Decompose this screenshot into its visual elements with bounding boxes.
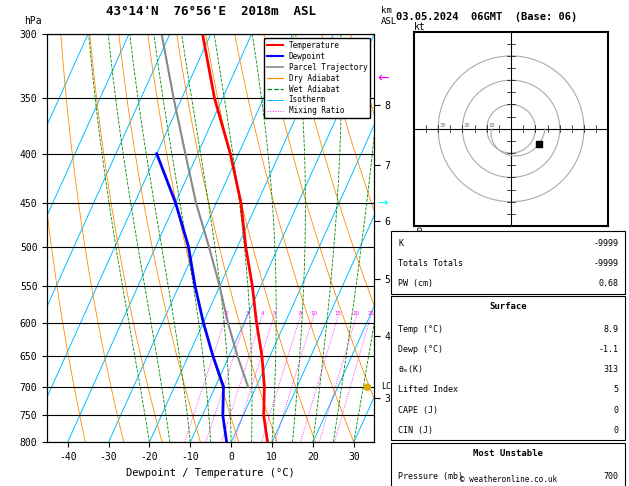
Text: 4: 4 [260,311,264,315]
Text: PW (cm): PW (cm) [398,279,433,288]
Text: 3: 3 [245,311,248,315]
Text: © weatheronline.co.uk: © weatheronline.co.uk [460,474,557,484]
Text: Pressure (mb): Pressure (mb) [398,471,463,481]
Text: 10: 10 [310,311,317,315]
Bar [391,443,625,486]
Text: 8.9: 8.9 [603,325,618,334]
Text: hPa: hPa [25,16,42,26]
Text: 03.05.2024  06GMT  (Base: 06): 03.05.2024 06GMT (Base: 06) [396,12,577,22]
Text: kt: kt [414,21,426,32]
Text: 20: 20 [464,122,470,128]
Text: Dewp (°C): Dewp (°C) [398,345,443,354]
Bar [391,296,625,440]
Text: θₑ(K): θₑ(K) [398,365,423,374]
Bar [391,231,625,294]
Text: ●: ● [362,382,371,392]
Text: 30: 30 [440,122,446,128]
Text: -9999: -9999 [593,239,618,248]
Text: 8: 8 [299,311,303,315]
Text: 5: 5 [272,311,276,315]
Text: 0: 0 [613,426,618,434]
Text: 25: 25 [367,311,374,315]
Text: LCL: LCL [381,382,396,391]
Text: 15: 15 [335,311,342,315]
Text: ←: ← [377,72,389,86]
Text: km
ASL: km ASL [381,6,397,26]
Text: 0: 0 [613,405,618,415]
Text: -1.1: -1.1 [598,345,618,354]
Text: Lifted Index: Lifted Index [398,385,459,394]
Text: CAPE (J): CAPE (J) [398,405,438,415]
Text: 5: 5 [613,385,618,394]
Text: 10: 10 [488,122,494,128]
Text: 2: 2 [225,311,228,315]
Text: 313: 313 [603,365,618,374]
Text: Mixing Ratio (g/kg): Mixing Ratio (g/kg) [416,191,425,286]
Text: 43°14'N  76°56'E  2018m  ASL: 43°14'N 76°56'E 2018m ASL [106,5,316,17]
Text: K: K [398,239,403,248]
Text: 0.68: 0.68 [598,279,618,288]
Text: Surface: Surface [489,302,527,312]
Text: CIN (J): CIN (J) [398,426,433,434]
Text: →: → [377,196,388,209]
Text: 20: 20 [353,311,360,315]
Text: Temp (°C): Temp (°C) [398,325,443,334]
Text: -9999: -9999 [593,259,618,268]
Text: 700: 700 [603,471,618,481]
X-axis label: Dewpoint / Temperature (°C): Dewpoint / Temperature (°C) [126,468,295,478]
Legend: Temperature, Dewpoint, Parcel Trajectory, Dry Adiabat, Wet Adiabat, Isotherm, Mi: Temperature, Dewpoint, Parcel Trajectory… [264,38,370,119]
Text: Totals Totals: Totals Totals [398,259,463,268]
Text: Most Unstable: Most Unstable [473,449,543,458]
